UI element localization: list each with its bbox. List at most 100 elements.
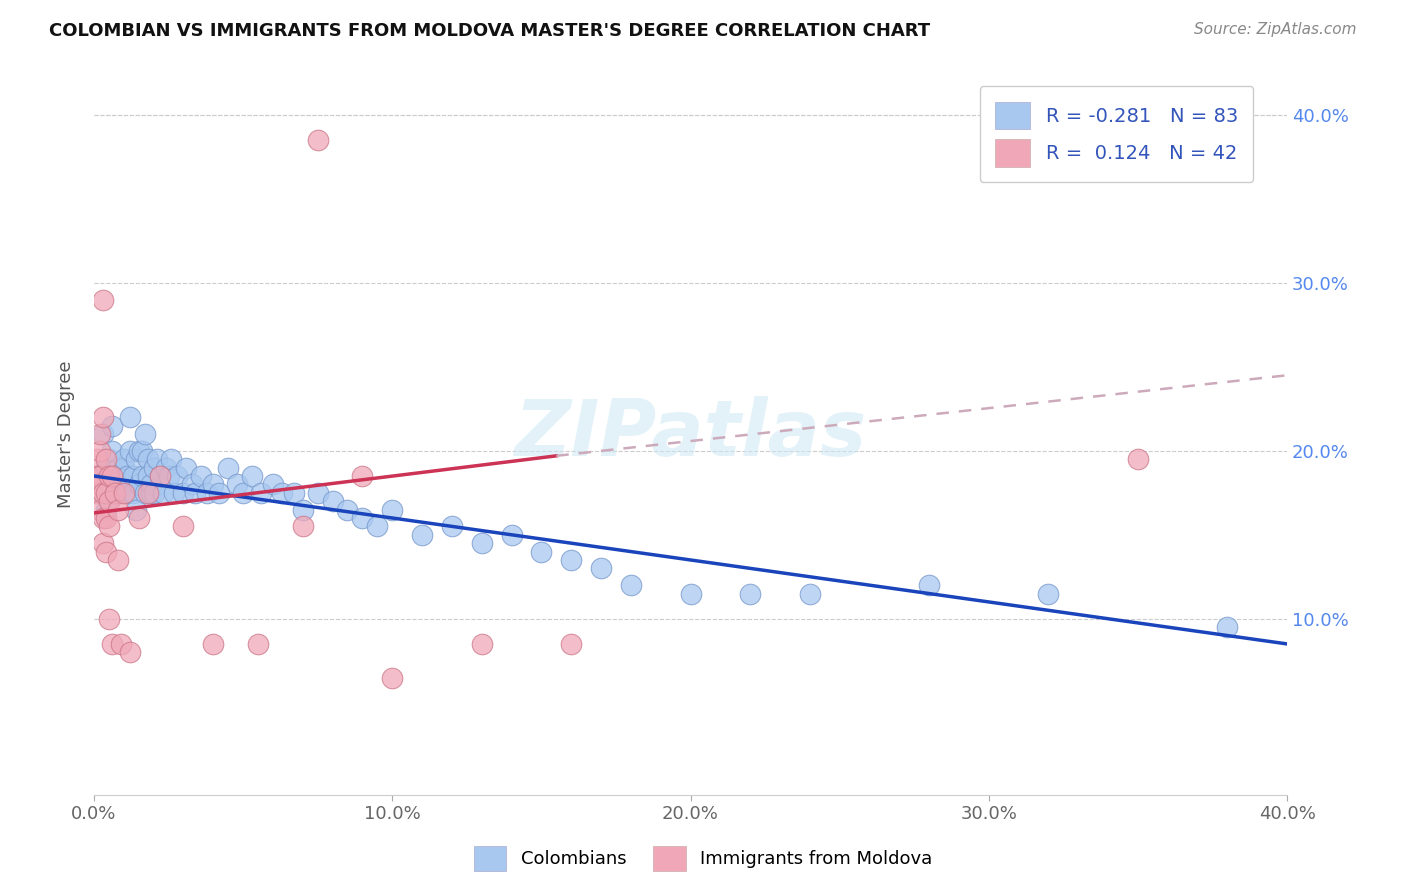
Text: Source: ZipAtlas.com: Source: ZipAtlas.com bbox=[1194, 22, 1357, 37]
Point bbox=[97, 612, 120, 626]
Point bbox=[1126, 452, 1149, 467]
Point bbox=[91, 536, 114, 550]
Point bbox=[139, 477, 162, 491]
Point bbox=[107, 460, 129, 475]
Point bbox=[91, 293, 114, 307]
Point bbox=[118, 410, 141, 425]
Point bbox=[86, 452, 108, 467]
Text: COLOMBIAN VS IMMIGRANTS FROM MOLDOVA MASTER'S DEGREE CORRELATION CHART: COLOMBIAN VS IMMIGRANTS FROM MOLDOVA MAS… bbox=[49, 22, 931, 40]
Point bbox=[91, 511, 114, 525]
Point bbox=[94, 544, 117, 558]
Point bbox=[262, 477, 284, 491]
Point bbox=[101, 443, 124, 458]
Point bbox=[112, 460, 135, 475]
Point bbox=[91, 410, 114, 425]
Point bbox=[163, 485, 186, 500]
Point bbox=[240, 469, 263, 483]
Point bbox=[97, 469, 120, 483]
Point bbox=[307, 485, 329, 500]
Point bbox=[112, 452, 135, 467]
Point bbox=[97, 452, 120, 467]
Point bbox=[352, 469, 374, 483]
Point bbox=[112, 477, 135, 491]
Point bbox=[148, 469, 170, 483]
Point bbox=[94, 502, 117, 516]
Point bbox=[107, 477, 129, 491]
Point bbox=[94, 511, 117, 525]
Text: ZIPatlas: ZIPatlas bbox=[515, 396, 866, 472]
Point bbox=[918, 578, 941, 592]
Point bbox=[131, 443, 153, 458]
Point bbox=[589, 561, 612, 575]
Point bbox=[411, 528, 433, 542]
Point bbox=[307, 133, 329, 147]
Point bbox=[136, 485, 159, 500]
Point bbox=[104, 469, 127, 483]
Point bbox=[125, 502, 148, 516]
Point bbox=[291, 502, 314, 516]
Point bbox=[352, 511, 374, 525]
Point bbox=[202, 477, 225, 491]
Point bbox=[101, 418, 124, 433]
Point bbox=[136, 469, 159, 483]
Legend: Colombians, Immigrants from Moldova: Colombians, Immigrants from Moldova bbox=[467, 838, 939, 879]
Point bbox=[208, 485, 231, 500]
Point bbox=[134, 485, 156, 500]
Point bbox=[112, 485, 135, 500]
Y-axis label: Master's Degree: Master's Degree bbox=[58, 360, 75, 508]
Point bbox=[530, 544, 553, 558]
Point bbox=[128, 443, 150, 458]
Point bbox=[94, 460, 117, 475]
Point bbox=[94, 452, 117, 467]
Point bbox=[115, 485, 138, 500]
Point bbox=[89, 469, 111, 483]
Point bbox=[160, 452, 183, 467]
Point bbox=[107, 502, 129, 516]
Point bbox=[145, 452, 167, 467]
Point bbox=[91, 485, 114, 500]
Point bbox=[148, 469, 170, 483]
Point bbox=[89, 502, 111, 516]
Point bbox=[202, 637, 225, 651]
Point bbox=[128, 477, 150, 491]
Point bbox=[440, 519, 463, 533]
Point bbox=[142, 460, 165, 475]
Point bbox=[89, 469, 111, 483]
Point bbox=[125, 452, 148, 467]
Point bbox=[176, 460, 198, 475]
Point bbox=[336, 502, 359, 516]
Point bbox=[110, 637, 132, 651]
Point bbox=[195, 485, 218, 500]
Point bbox=[560, 553, 582, 567]
Point bbox=[131, 469, 153, 483]
Point bbox=[104, 485, 127, 500]
Point bbox=[89, 427, 111, 442]
Point bbox=[134, 427, 156, 442]
Point bbox=[142, 485, 165, 500]
Point bbox=[110, 469, 132, 483]
Point bbox=[381, 502, 404, 516]
Point bbox=[86, 469, 108, 483]
Point bbox=[110, 485, 132, 500]
Point bbox=[101, 469, 124, 483]
Point bbox=[217, 460, 239, 475]
Point bbox=[97, 519, 120, 533]
Point bbox=[97, 494, 120, 508]
Point bbox=[89, 477, 111, 491]
Point bbox=[740, 586, 762, 600]
Point bbox=[270, 485, 292, 500]
Point bbox=[246, 637, 269, 651]
Point bbox=[560, 637, 582, 651]
Legend: R = -0.281   N = 83, R =  0.124   N = 42: R = -0.281 N = 83, R = 0.124 N = 42 bbox=[980, 87, 1254, 182]
Point bbox=[620, 578, 643, 592]
Point bbox=[118, 443, 141, 458]
Point bbox=[97, 494, 120, 508]
Point bbox=[190, 469, 212, 483]
Point bbox=[471, 536, 494, 550]
Point bbox=[799, 586, 821, 600]
Point bbox=[136, 452, 159, 467]
Point bbox=[250, 485, 273, 500]
Point bbox=[86, 485, 108, 500]
Point bbox=[91, 427, 114, 442]
Point bbox=[501, 528, 523, 542]
